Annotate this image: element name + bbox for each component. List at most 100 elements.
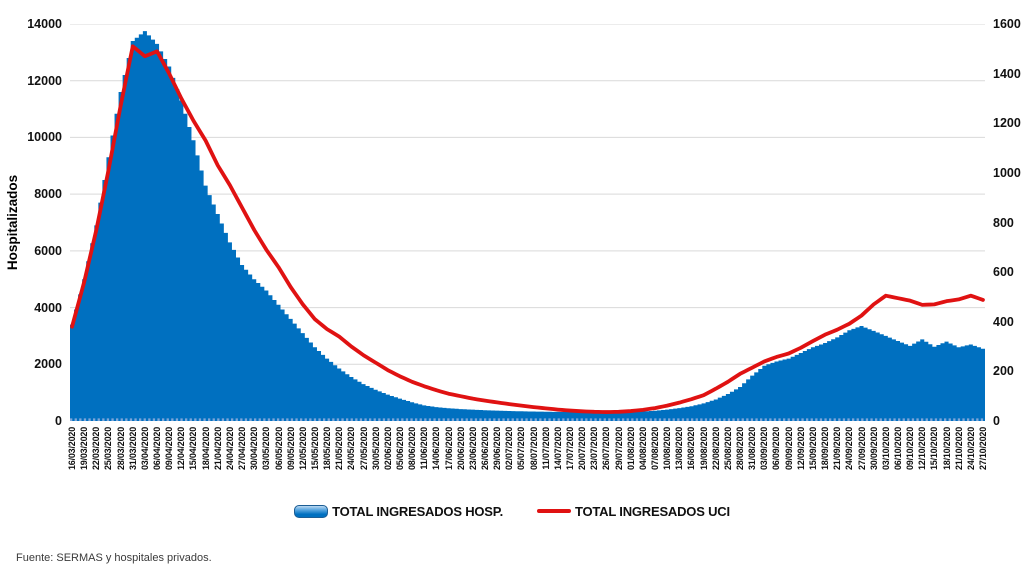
x-axis-label: 06/09/2020	[771, 427, 782, 471]
x-axis-label: 06/10/2020	[892, 427, 903, 471]
x-axis-label: 19/03/2020	[79, 427, 90, 471]
x-axis-label: 11/07/2020	[540, 427, 551, 470]
x-axis-label: 29/06/2020	[492, 427, 503, 471]
x-axis-label: 18/09/2020	[820, 427, 831, 471]
plot-area	[70, 24, 985, 421]
right-axis-labels: 0 200 400 600 800 1000 1200 1400 1600	[993, 18, 1024, 428]
x-axis-label: 12/10/2020	[917, 427, 928, 471]
x-axis-label: 15/09/2020	[807, 427, 818, 471]
x-axis-label: 25/08/2020	[722, 427, 733, 471]
x-axis-label: 16/03/2020	[67, 427, 78, 471]
x-axis-label: 14/06/2020	[431, 427, 442, 471]
x-axis-label: 12/09/2020	[795, 427, 806, 471]
y-axis-label-left: 2000	[34, 357, 62, 372]
x-axis-label: 17/07/2020	[565, 427, 575, 471]
y-axis-label-right: 1400	[993, 66, 1021, 81]
x-axis-label: 25/03/2020	[103, 427, 114, 471]
x-axis-label: 28/03/2020	[115, 427, 126, 471]
x-axis-label: 31/03/2020	[127, 427, 138, 471]
x-axis-label: 20/06/2020	[455, 427, 466, 471]
y-axis-label-left: 14000	[27, 17, 62, 31]
y-axis-label-left: 12000	[27, 73, 62, 88]
x-axis-label: 21/05/2020	[334, 427, 345, 471]
x-axis-label: 30/04/2020	[249, 427, 260, 471]
x-axis-label: 07/08/2020	[650, 427, 661, 471]
legend: TOTAL INGRESADOS HOSP. TOTAL INGRESADOS …	[0, 501, 1024, 521]
x-axis-label: 23/06/2020	[467, 427, 478, 471]
x-axis-label: 26/06/2020	[479, 427, 490, 471]
legend-label-hosp: TOTAL INGRESADOS HOSP.	[332, 503, 503, 519]
x-axis-label: 04/08/2020	[637, 427, 648, 471]
x-axis-label: 24/05/2020	[346, 427, 357, 471]
x-axis-label: 13/08/2020	[674, 427, 685, 471]
x-axis-label: 31/08/2020	[747, 427, 758, 471]
x-axis-label: 03/04/2020	[139, 427, 150, 471]
x-axis-label: 18/05/2020	[322, 427, 333, 471]
x-axis-label: 19/08/2020	[698, 427, 709, 471]
x-axis-label: 28/08/2020	[735, 427, 746, 471]
y-axis-label-left: 6000	[34, 243, 62, 258]
y-axis-label-right: 1600	[993, 17, 1021, 31]
x-axis-label: 15/10/2020	[929, 427, 940, 471]
legend-label-uci: TOTAL INGRESADOS UCI	[574, 503, 730, 519]
x-axis-label: 30/05/2020	[370, 427, 381, 471]
x-axis-label: 18/10/2020	[941, 427, 952, 471]
x-axis-label: 29/07/2020	[613, 427, 624, 471]
y-axis-label-right: 1200	[993, 116, 1021, 131]
x-axis-label: 27/05/2020	[358, 427, 369, 471]
x-axis-label: 09/05/2020	[285, 427, 296, 471]
x-axis-label: 18/04/2020	[200, 427, 211, 471]
y-axis-label-right: 400	[993, 314, 1014, 329]
x-axis-label: 30/09/2020	[868, 427, 879, 471]
x-axis-label: 27/04/2020	[237, 427, 248, 471]
x-axis-label: 05/06/2020	[394, 427, 405, 471]
x-axis-label: 09/10/2020	[905, 427, 916, 471]
y-axis-label-left: 10000	[27, 130, 62, 145]
line-series-marker-icon	[536, 509, 571, 513]
x-axis-label: 08/07/2020	[528, 427, 539, 471]
x-axis-label: 12/05/2020	[297, 427, 308, 471]
x-axis-label: 09/09/2020	[783, 427, 794, 471]
x-axis-label: 10/08/2020	[662, 427, 673, 471]
y-axis-label-right: 800	[993, 215, 1014, 230]
uci-line	[70, 44, 985, 414]
x-axis-label: 17/06/2020	[443, 427, 454, 471]
x-axis-label: 12/04/2020	[176, 427, 187, 471]
x-axis-label: 06/05/2020	[273, 427, 284, 471]
x-axis-label: 15/05/2020	[309, 427, 320, 471]
x-axis-label: 01/08/2020	[625, 427, 636, 471]
left-axis-labels: 0 2000 4000 6000 8000 10000 12000 14000	[0, 18, 62, 428]
x-axis-label: 03/09/2020	[759, 427, 770, 471]
x-axis-label: 09/04/2020	[164, 427, 175, 471]
y-axis-label-right: 1000	[993, 165, 1021, 180]
x-axis-label: 23/07/2020	[589, 427, 600, 471]
x-axis-label: 27/10/2020	[977, 427, 988, 471]
x-axis-label: 03/05/2020	[261, 427, 272, 471]
y-axis-label-left: 0	[55, 414, 62, 428]
x-axis-label: 05/07/2020	[516, 427, 527, 471]
y-axis-label-left: 4000	[34, 300, 62, 315]
x-axis-label: 21/04/2020	[212, 427, 223, 471]
y-axis-label-left: 8000	[34, 187, 62, 202]
y-axis-label-right: 200	[993, 364, 1014, 379]
x-axis-label: 21/10/2020	[953, 427, 964, 471]
bar-series-marker-icon	[294, 504, 329, 518]
x-axis-label: 22/08/2020	[710, 427, 721, 471]
hosp-bars	[70, 31, 985, 421]
x-axis-label: 21/09/2020	[832, 427, 843, 471]
x-axis-label: 02/06/2020	[382, 427, 393, 471]
y-axis-label-right: 600	[993, 265, 1014, 280]
x-axis-label: 24/10/2020	[965, 427, 976, 471]
x-axis-label: 03/10/2020	[880, 427, 891, 471]
x-axis-label: 20/07/2020	[577, 427, 588, 471]
x-axis-label: 26/07/2020	[601, 427, 612, 471]
x-axis-label: 06/04/2020	[152, 427, 163, 471]
x-axis-label: 02/07/2020	[504, 427, 515, 471]
x-axis-label: 15/04/2020	[188, 427, 199, 471]
x-axis-label: 22/03/2020	[91, 427, 102, 471]
legend-item-hosp: TOTAL INGRESADOS HOSP.	[294, 504, 503, 519]
y-axis-label-right: 0	[993, 414, 1000, 428]
x-axis-label: 24/09/2020	[844, 427, 855, 471]
legend-item-uci: TOTAL INGRESADOS UCI	[536, 503, 730, 519]
x-axis-label: 14/07/2020	[552, 427, 563, 471]
